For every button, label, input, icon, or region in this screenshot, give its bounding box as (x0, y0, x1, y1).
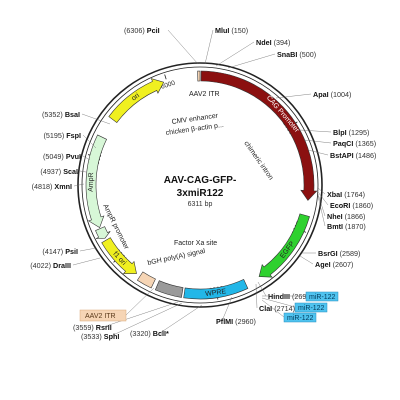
plasmid-name-line1: AAV-CAG-GFP- (164, 175, 237, 186)
aav2-itr-box: AAV2 ITR (79, 309, 127, 322)
site-label-clai: ClaI (2714) (259, 304, 295, 313)
feature-ampr-promoter (95, 226, 111, 239)
site-leader (81, 113, 111, 125)
site-leader (275, 93, 312, 99)
site-leader (303, 139, 332, 144)
svg-text:miR-122: miR-122 (309, 294, 336, 301)
site-label-ndei: NdeI (394) (256, 38, 290, 47)
feature-aav2-itr (136, 271, 156, 289)
site-leader (317, 195, 326, 227)
site-label-bmti: BmtI (1870) (327, 222, 366, 231)
site-label-rsrii: (3559) RsrII (73, 323, 112, 332)
site-leader (317, 193, 326, 217)
mirna-box-2: miR-122 (294, 302, 328, 313)
site-label-pflmi: PflMI (2960) (216, 317, 256, 326)
plasmid-name-line2: 3xmiR122 (177, 188, 224, 199)
feature-aav2-itr (197, 70, 201, 82)
feature-ampr (85, 134, 107, 229)
feature-label-wpre: WPRE (205, 288, 227, 298)
site-label-bsai: (5352) BsaI (42, 110, 80, 119)
site-leader (299, 129, 332, 133)
label-aav2-itr-top: AAV2 ITR (189, 91, 220, 98)
site-label-xbai: XbaI (1764) (327, 190, 365, 199)
site-leader (204, 29, 214, 65)
site-leader (317, 191, 329, 206)
backbone-inner (81, 66, 319, 304)
site-label-blpi: BlpI (1295) (333, 128, 369, 137)
svg-text:miR-122: miR-122 (298, 305, 325, 312)
site-label-snabi: SnaBI (500) (277, 50, 316, 59)
site-leader (110, 302, 183, 337)
site-leader (82, 134, 97, 149)
restriction-site-labels: (6306) PciI MluI (150) NdeI (394) SnaBI (50… (30, 26, 376, 341)
site-leader (299, 255, 314, 265)
feature-cag-promoter (200, 70, 318, 201)
tick-mark (164, 74, 167, 80)
site-label-pcii: (6306) PciI (124, 26, 160, 35)
site-label-agei: AgeI (2607) (315, 260, 353, 269)
site-leader (255, 283, 258, 309)
site-label-sphi: (3533) SphI (81, 332, 119, 341)
site-label-xmni: (4818) XmnI (32, 182, 72, 191)
site-leader (215, 41, 255, 67)
site-leader (72, 257, 101, 266)
site-label-bsrgi: BsrGI (2589) (318, 249, 360, 258)
site-leader (102, 301, 179, 328)
site-leader (227, 53, 276, 69)
site-label-scai: (4937) ScaI (40, 167, 78, 176)
feature-wpre (183, 278, 249, 300)
site-label-apai: ApaI (1004) (313, 90, 351, 99)
site-label-paqci: PaqCI (1365) (333, 139, 376, 148)
site-label-psii: (4147) PsiI (42, 247, 78, 256)
site-leader (221, 296, 233, 322)
feature-bgh-poly-a-signal (154, 280, 184, 298)
site-leader (82, 155, 91, 161)
site-label-hindiii: HindIII (2699) (268, 292, 313, 301)
site-leader (167, 29, 199, 65)
site-label-draiii: (4022) DraIII (30, 261, 71, 270)
feature-ori (108, 78, 165, 123)
site-leader (79, 170, 87, 173)
svg-text:miR-122: miR-122 (287, 315, 314, 322)
mirna-box-3: miR-122 (283, 312, 317, 323)
feature-egfp (258, 213, 310, 278)
feature-f1-ori (101, 237, 137, 274)
feature-label-ampr: AmpR (88, 172, 96, 192)
site-label-bstapi: BstAPI (1486) (330, 151, 376, 160)
site-label-nhei: NheI (1866) (327, 212, 365, 221)
site-leader (159, 304, 203, 334)
plasmid-size: 6311 bp (188, 201, 213, 208)
feature-label-ori: ori (130, 92, 141, 103)
site-label-ecori: EcoRI (1860) (330, 201, 373, 210)
site-label-mlui: MluI (150) (215, 26, 248, 35)
label-bgh-polya: bGH poly(A) signal (147, 248, 206, 267)
site-label-fspi: (5195) FspI (43, 131, 81, 140)
site-leader (257, 281, 267, 297)
site-leader-lines (72, 29, 332, 337)
site-label-bcli: (3320) BclI* (130, 329, 169, 338)
site-leader (307, 149, 329, 156)
svg-text:AAV2 ITR: AAV2 ITR (85, 313, 116, 320)
label-chimeric-intron: chimeric intron (242, 140, 274, 181)
label-factor-xa: Factor Xa site (174, 240, 217, 247)
site-leader (73, 183, 85, 187)
tick-label: 6000 (160, 80, 176, 91)
mirna-box-1: miR-122 (305, 291, 339, 302)
site-leader (317, 187, 326, 195)
site-label-pvui: (5049) PvuI (43, 152, 81, 161)
site-leader (79, 247, 97, 252)
